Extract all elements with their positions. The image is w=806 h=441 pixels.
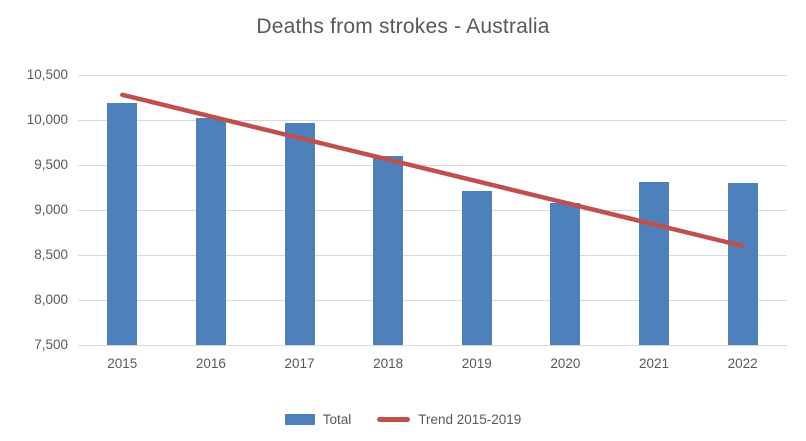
gridline bbox=[78, 255, 787, 256]
y-axis-tick-label: 10,000 bbox=[26, 112, 68, 127]
gridline bbox=[78, 120, 787, 121]
legend-item-total[interactable]: Total bbox=[284, 412, 352, 427]
y-axis-tick-label: 8,500 bbox=[34, 247, 68, 262]
legend-item-trend[interactable]: Trend 2015-2019 bbox=[377, 412, 521, 427]
legend: Total Trend 2015-2019 bbox=[0, 412, 806, 427]
bar-2015[interactable] bbox=[107, 102, 138, 345]
bar-2022[interactable] bbox=[727, 183, 758, 345]
legend-label-trend: Trend 2015-2019 bbox=[418, 412, 522, 427]
gridline bbox=[78, 165, 787, 166]
bar-2017[interactable] bbox=[284, 122, 315, 345]
bar-2021[interactable] bbox=[639, 182, 670, 345]
y-axis-tick-label: 9,000 bbox=[34, 202, 68, 217]
total-series-swatch bbox=[284, 414, 315, 425]
x-axis-tick-label: 2016 bbox=[195, 356, 226, 371]
y-axis-tick-label: 8,000 bbox=[34, 292, 68, 307]
legend-label-total: Total bbox=[322, 412, 352, 427]
x-axis-tick-label: 2017 bbox=[284, 356, 315, 371]
gridline bbox=[78, 345, 787, 346]
gridline bbox=[78, 300, 787, 301]
bar-2018[interactable] bbox=[373, 156, 404, 345]
gridline bbox=[78, 75, 787, 76]
gridline bbox=[78, 210, 787, 211]
x-axis-tick-label: 2015 bbox=[107, 356, 138, 371]
x-axis-tick-label: 2018 bbox=[373, 356, 404, 371]
bar-2020[interactable] bbox=[550, 202, 581, 345]
x-axis-tick-label: 2020 bbox=[550, 356, 581, 371]
bar-2016[interactable] bbox=[195, 118, 226, 345]
x-axis-tick-label: 2021 bbox=[639, 356, 670, 371]
y-axis-tick-label: 7,500 bbox=[34, 337, 68, 352]
y-axis-tick-label: 9,500 bbox=[34, 157, 68, 172]
x-axis-tick-label: 2019 bbox=[461, 356, 492, 371]
bar-2019[interactable] bbox=[461, 191, 492, 345]
y-axis-tick-label: 10,500 bbox=[26, 67, 68, 82]
x-axis-tick-label: 2022 bbox=[727, 356, 758, 371]
trend-series-swatch bbox=[377, 417, 411, 422]
chart-title[interactable]: Deaths from strokes - Australia bbox=[256, 15, 550, 38]
